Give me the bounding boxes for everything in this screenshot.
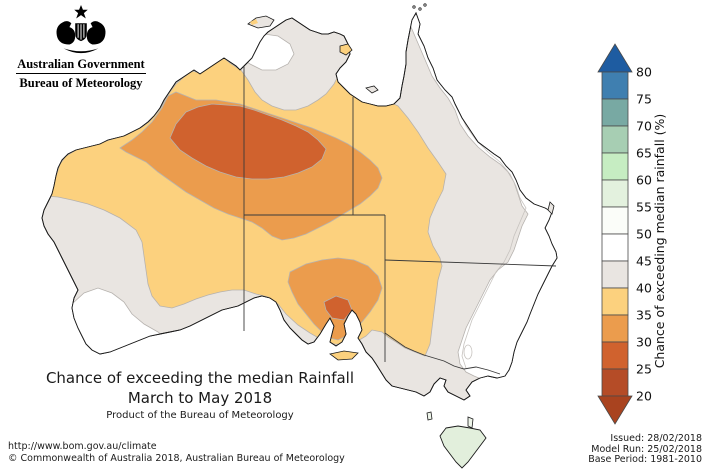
contour-loop-se-nsw (463, 344, 473, 360)
legend-band-55-60 (601, 179, 629, 208)
tiwi-islands (247, 15, 275, 29)
legend-band-50-55 (601, 206, 629, 235)
legend-tick-65: 65 (636, 146, 652, 161)
footer-left: http://www.bom.gov.au/climate © Commonwe… (8, 441, 345, 465)
legend-tick-50: 50 (636, 227, 652, 242)
legend-arrow-above-80 (597, 43, 633, 73)
legend-band-60-65 (601, 152, 629, 181)
issue-info: Issued: 28/02/2018 Model Run: 25/02/2018… (588, 433, 702, 466)
legend-arrow-below-20 (597, 395, 633, 425)
legend-band-65-70 (601, 125, 629, 154)
contour-line-east-coast (457, 107, 527, 369)
bom-url: http://www.bom.gov.au/climate (8, 441, 157, 452)
legend-band-35-40 (601, 287, 629, 316)
legend-tick-55: 55 (636, 200, 652, 215)
legend-tick-45: 45 (636, 254, 652, 269)
map-subtitle: March to May 2018 (127, 389, 273, 407)
map-title: Chance of exceeding the median Rainfall (45, 369, 355, 387)
region-tasmania (439, 425, 487, 469)
groote-eylandt (339, 43, 353, 56)
tiwi-yellow-patch (250, 19, 258, 25)
bureau-title: Bureau of Meteorology (19, 76, 143, 90)
legend-band-25-30 (601, 341, 629, 370)
coat-of-arms-icon (56, 4, 106, 54)
legend-tick-25: 25 (636, 362, 652, 377)
region-central-core (169, 103, 327, 180)
legend-axis-label: Chance of exceeding median rainfall (%) (652, 114, 667, 369)
legend-tick-30: 30 (636, 335, 652, 350)
legend-band-20-25 (601, 368, 629, 397)
torres-strait-island (418, 7, 422, 11)
state-borders (243, 66, 557, 375)
legend-tick-40: 40 (636, 281, 652, 296)
legend-tick-70: 70 (636, 119, 652, 134)
legend-tick-80: 80 (636, 65, 652, 80)
base-period: Base Period: 1981-2010 (588, 454, 702, 465)
legend-tick-35: 35 (636, 308, 652, 323)
coastline (41, 11, 558, 401)
king-island (426, 411, 433, 421)
map-product-line: Product of the Bureau of Meteorology (106, 410, 294, 421)
model-run-date: Model Run: 25/02/2018 (591, 443, 702, 455)
government-title: Australian Government (17, 57, 145, 71)
border-qld-nsw (384, 259, 557, 267)
legend-band-30-35 (601, 314, 629, 343)
issued-date: Issued: 28/02/2018 (610, 433, 702, 444)
legend: 80 75 70 65 60 55 50 45 40 35 30 25 20 (597, 43, 652, 425)
legend-band-70-75 (601, 98, 629, 127)
legend-tick-20: 20 (636, 389, 652, 404)
map-title-block: Chance of exceeding the median Rainfall … (16, 369, 384, 422)
mornington-island (365, 85, 379, 94)
legend-band-45-50 (601, 233, 629, 262)
flinders-island (467, 416, 474, 429)
legend-tick-75: 75 (636, 92, 652, 107)
legend-band-40-45 (601, 260, 629, 289)
region-adelaide-patch (323, 295, 353, 321)
copyright-line: © Commonwealth of Australia 2018, Austra… (8, 453, 345, 464)
islands (247, 3, 555, 429)
legend-tick-60: 60 (636, 173, 652, 188)
torres-strait-island (412, 5, 416, 9)
torres-strait-island (423, 3, 427, 7)
legend-band-75-80 (601, 71, 629, 100)
bom-logo: Australian Government Bureau of Meteorol… (14, 4, 148, 90)
border-nsw-vic-murray (384, 332, 501, 375)
logo-divider (16, 73, 146, 74)
kangaroo-island (329, 350, 359, 361)
fraser-island (547, 201, 555, 215)
